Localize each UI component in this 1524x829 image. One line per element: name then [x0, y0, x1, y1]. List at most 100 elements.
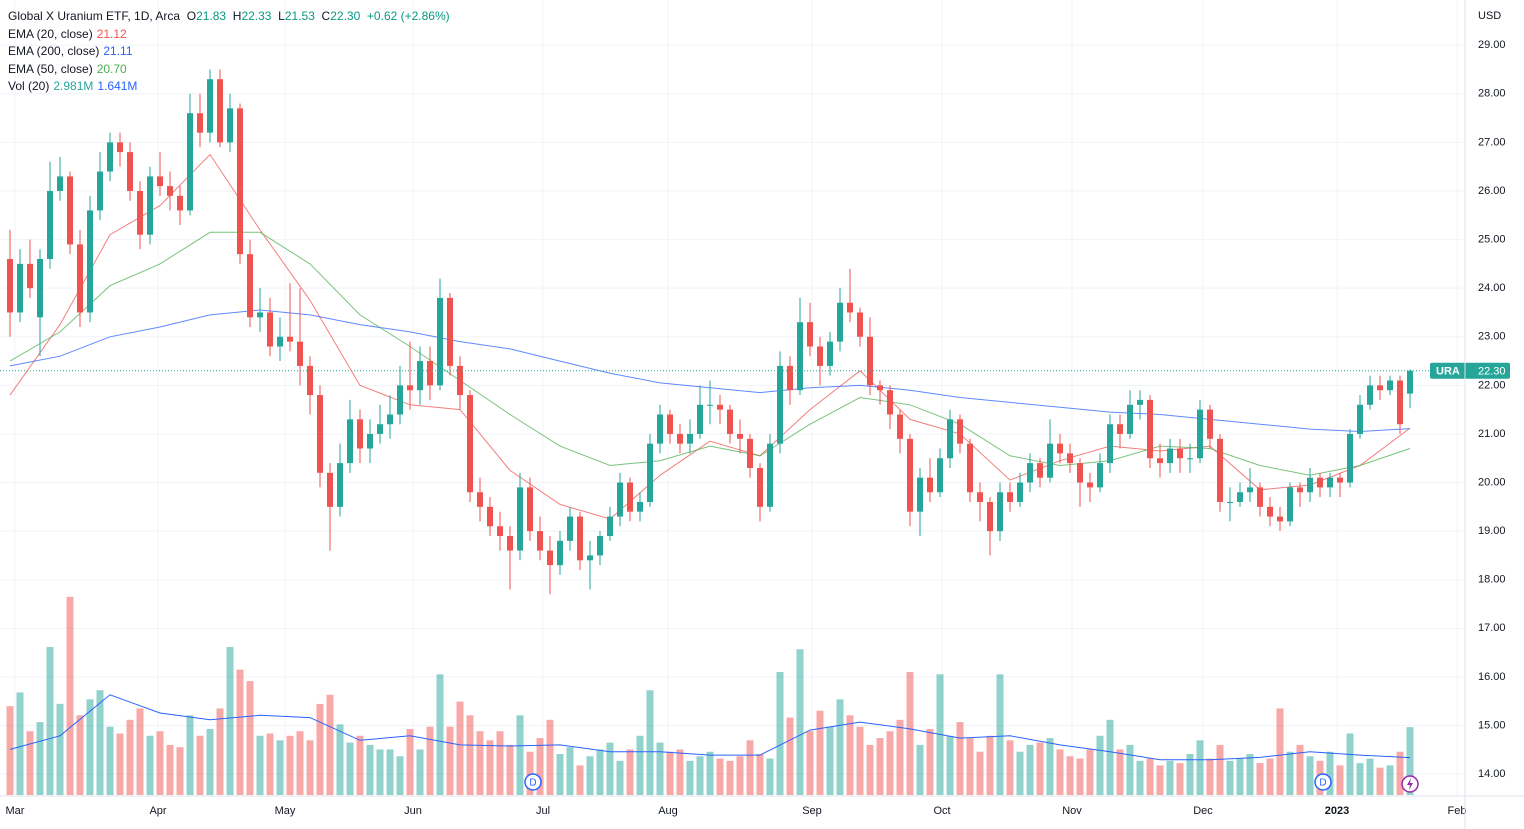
y-tick-label: 28.00: [1478, 88, 1506, 100]
volume-bar: [896, 719, 904, 795]
y-tick-label: 15.00: [1478, 719, 1506, 731]
volume-bar: [126, 719, 134, 795]
candle-body: [857, 312, 863, 337]
candle-body: [427, 361, 433, 386]
volume-bar: [316, 703, 324, 795]
volume-bar: [606, 742, 614, 795]
volume-bar: [466, 715, 474, 795]
volume-bar: [686, 760, 694, 795]
legend-row[interactable]: EMA (20, close) 21.12: [8, 26, 450, 44]
volume-bar: [1346, 733, 1354, 795]
legend-value: 21.12: [96, 26, 127, 41]
volume-bar: [1136, 760, 1144, 795]
candle-body: [127, 152, 133, 191]
candle-body: [847, 302, 853, 313]
volume-bar: [1406, 727, 1414, 795]
volume-bar: [1026, 744, 1034, 795]
candle-body: [537, 531, 543, 551]
candle-body: [1187, 458, 1193, 460]
legend-row[interactable]: EMA (50, close) 20.70: [8, 61, 450, 79]
volume-bar: [546, 719, 554, 795]
title: Global X Uranium ETF, 1D, Arca: [8, 9, 181, 23]
y-tick-label: 20.00: [1478, 476, 1506, 488]
candle-body: [837, 302, 843, 342]
candle-body: [117, 142, 123, 153]
volume-bar: [616, 760, 624, 795]
volume-bar: [1046, 738, 1054, 795]
y-tick-label: 29.00: [1478, 39, 1506, 51]
candle-body: [767, 443, 773, 507]
legend-row[interactable]: Vol (20) 2.981M 1.641M: [8, 78, 450, 96]
candle-body: [987, 501, 993, 532]
legend-value: 21.11: [103, 44, 133, 58]
candle-body: [87, 210, 93, 313]
candle-body: [1127, 404, 1133, 434]
volume-bar: [76, 715, 84, 795]
volume-bar: [856, 726, 864, 795]
candle-body: [7, 259, 13, 313]
volume-bar: [646, 690, 654, 795]
candle-body: [377, 424, 383, 434]
volume-bar: [736, 756, 744, 795]
volume-bar: [676, 749, 684, 795]
volume-bar: [1226, 760, 1234, 795]
volume-bar: [886, 731, 894, 795]
candle-body: [587, 555, 593, 561]
volume-bar: [296, 731, 304, 795]
candle-body: [597, 535, 603, 556]
candle-body: [1327, 477, 1333, 488]
candle-body: [907, 438, 913, 512]
candle-body: [1347, 433, 1353, 483]
candle-body: [307, 365, 313, 396]
candle-body: [17, 263, 23, 313]
legend: Global X Uranium ETF, 1D, Arca O21.83 H2…: [8, 8, 450, 96]
candle-body: [347, 419, 353, 464]
candle-body: [697, 404, 703, 434]
event-marker[interactable]: [1401, 775, 1419, 793]
volume-bar: [1266, 758, 1274, 795]
candle-body: [1027, 463, 1033, 483]
candle-body: [247, 254, 253, 318]
candle-body: [827, 341, 833, 366]
volume-bar: [146, 735, 154, 795]
candle-body: [197, 113, 203, 133]
candle-body: [57, 176, 63, 191]
x-tick-label: Jun: [404, 805, 422, 817]
svg-text:D: D: [1319, 778, 1326, 789]
candle-body: [527, 487, 533, 532]
dividend-marker[interactable]: D: [1314, 773, 1332, 791]
grid: [0, 0, 1465, 795]
volume-bar: [446, 726, 454, 795]
volume-bar: [416, 749, 424, 795]
volume-bar: [1086, 749, 1094, 795]
x-tick-label: Nov: [1062, 805, 1082, 817]
candle-body: [487, 506, 493, 527]
currency: USD: [1478, 10, 1501, 22]
candle-body: [677, 433, 683, 444]
x-tick-label: Aug: [658, 805, 678, 817]
candle-body: [637, 501, 643, 512]
volume-bar: [186, 715, 194, 795]
candle-body: [1237, 492, 1243, 502]
volume-bar: [456, 701, 464, 795]
volume-bar: [1176, 763, 1184, 795]
volume-bar: [946, 735, 954, 795]
dividend-marker[interactable]: D: [524, 773, 542, 791]
candle-body: [1337, 477, 1343, 483]
candle-body: [867, 336, 873, 386]
candle-body: [167, 186, 173, 196]
y-tick-label: 18.00: [1478, 574, 1506, 586]
x-tick-label: Apr: [149, 805, 166, 817]
candle-body: [687, 433, 693, 444]
candle-body: [1267, 506, 1273, 517]
volume-bar: [486, 740, 494, 795]
candle-body: [617, 482, 623, 517]
candle-body: [357, 419, 363, 449]
candle-body: [937, 458, 943, 493]
volume-bar: [876, 738, 884, 795]
y-tick-label: 23.00: [1478, 331, 1506, 343]
candle-body: [97, 171, 103, 211]
legend-name: EMA (20, close): [8, 26, 93, 41]
candle-body: [287, 336, 293, 342]
legend-row[interactable]: EMA (200, close) 21.11: [8, 43, 450, 61]
